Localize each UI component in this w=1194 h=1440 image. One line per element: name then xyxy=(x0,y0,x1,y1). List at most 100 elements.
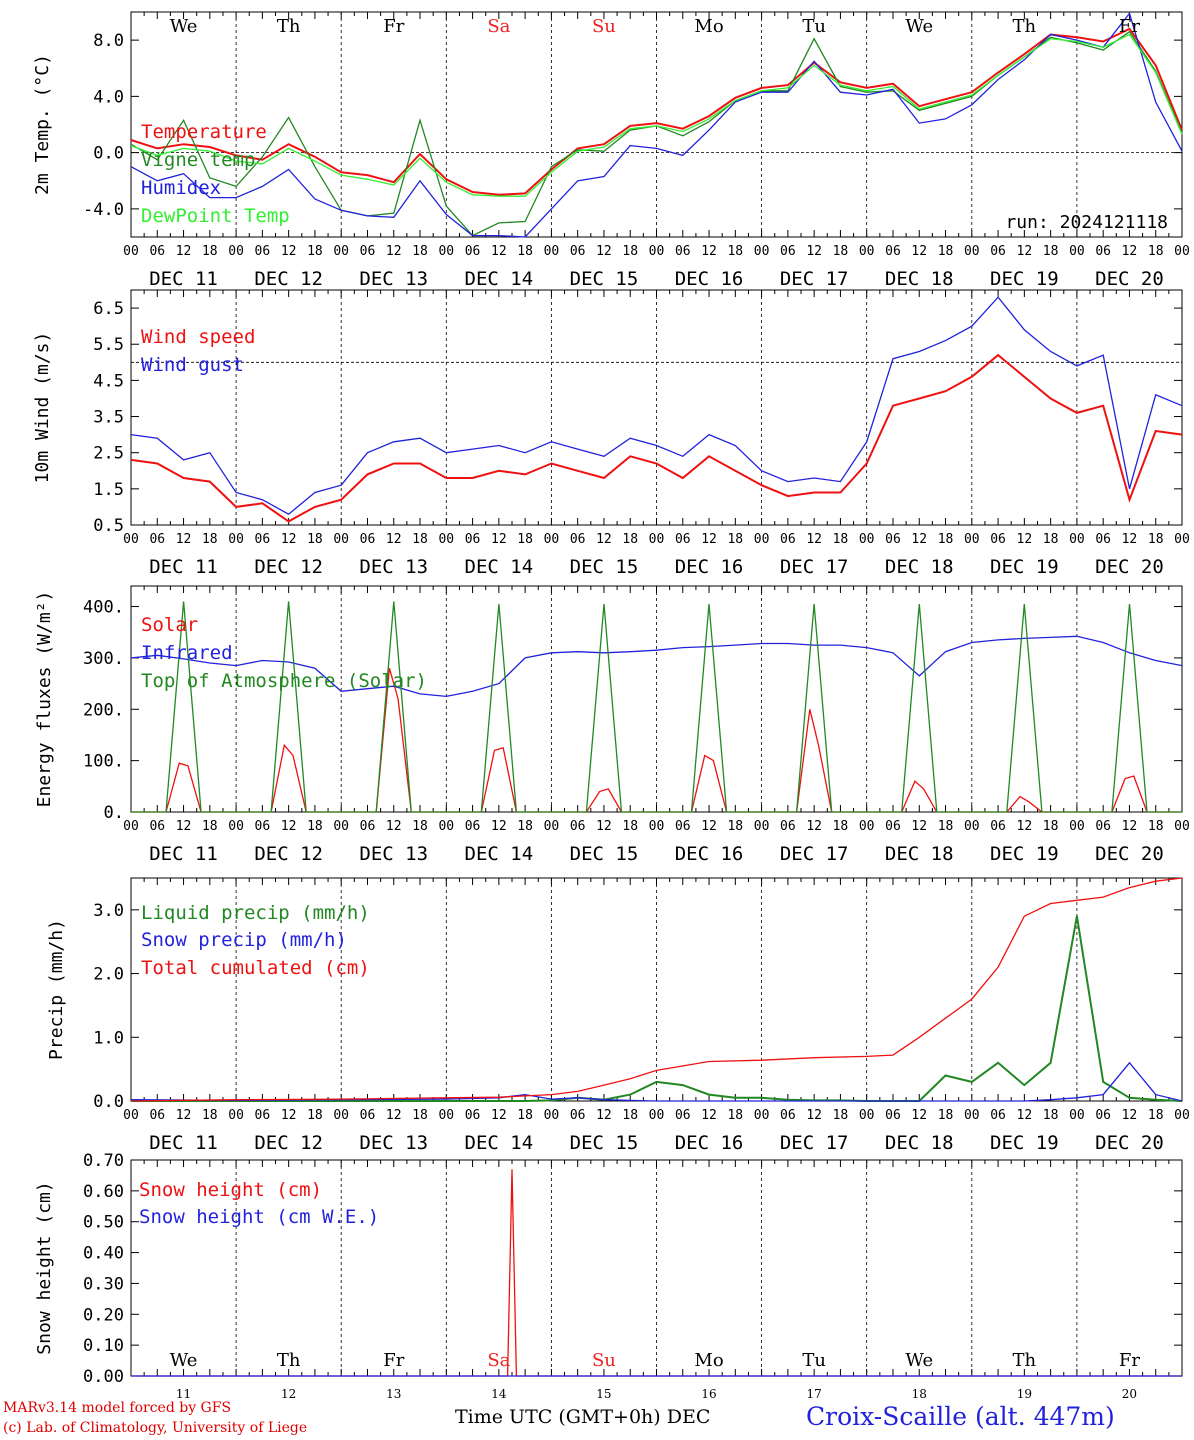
hour-tick-label: 00 xyxy=(123,1108,139,1123)
date-label: DEC 17 xyxy=(780,268,849,290)
hour-tick-label: 18 xyxy=(517,244,533,259)
series-line-snow-precip-mm-h- xyxy=(130,1061,1183,1102)
date-label: DEC 16 xyxy=(675,843,744,865)
hour-tick-label: 06 xyxy=(1095,532,1111,547)
weekday-label: We xyxy=(905,1350,933,1371)
date-label: DEC 19 xyxy=(990,1132,1059,1154)
hour-tick-label: 18 xyxy=(517,1108,533,1123)
legend-entry-total-cumulated-cm-: Total cumulated (cm) xyxy=(141,957,370,979)
hour-tick-label: 06 xyxy=(465,1108,481,1123)
hour-tick-label: 12 xyxy=(701,1108,717,1123)
panel-4-y-axis-label: Snow height (cm) xyxy=(34,1181,55,1354)
hour-tick-label: 06 xyxy=(885,532,901,547)
hour-tick-label: 06 xyxy=(255,532,271,547)
hour-tick-label: 12 xyxy=(1017,532,1033,547)
panel-4-y-tick-label: 0.30 xyxy=(83,1274,124,1294)
hour-tick-label: 00 xyxy=(1069,244,1085,259)
hour-tick-label: 00 xyxy=(649,1108,665,1123)
hour-tick-label: 00 xyxy=(228,1108,244,1123)
hour-tick-label: 12 xyxy=(1122,819,1138,834)
hour-tick-label: 12 xyxy=(386,532,402,547)
panel-2-y-tick-label: 100. xyxy=(83,752,124,772)
date-label: DEC 20 xyxy=(1095,1132,1164,1154)
date-label: DEC 13 xyxy=(359,268,428,290)
hour-tick-label: 12 xyxy=(596,819,612,834)
day-number-label: 13 xyxy=(386,1387,401,1401)
hour-tick-label: 06 xyxy=(570,244,586,259)
hour-tick-label: 18 xyxy=(1043,244,1059,259)
panel-1-y-tick-label: 1.5 xyxy=(93,480,124,500)
series-line-wind-speed xyxy=(130,353,1183,523)
panel-3-y-tick-label: 0.0 xyxy=(93,1092,124,1112)
hour-tick-label: 06 xyxy=(149,532,165,547)
hour-tick-label: 00 xyxy=(544,819,560,834)
hour-tick-label: 00 xyxy=(333,532,349,547)
hour-tick-label: 06 xyxy=(1095,1108,1111,1123)
date-label: DEC 15 xyxy=(570,843,639,865)
date-label: DEC 14 xyxy=(465,843,534,865)
day-number-label: 15 xyxy=(596,1387,611,1401)
date-label: DEC 12 xyxy=(254,556,323,578)
lab-credit: (c) Lab. of Climatology, University of L… xyxy=(3,1420,308,1436)
legend-entry-wind-gust: Wind gust xyxy=(141,354,244,376)
panel-1-y-tick-label: 4.5 xyxy=(93,371,124,391)
hour-tick-label: 06 xyxy=(255,244,271,259)
x-axis-label: Time UTC (GMT+0h) DEC xyxy=(455,1406,711,1428)
date-label: DEC 17 xyxy=(780,556,849,578)
panel-2-y-axis-label: Energy fluxes (W/m²) xyxy=(34,591,55,808)
legend-entry-vigne-temp: Vigne temp xyxy=(141,149,255,171)
panel-4-y-tick-label: 0.20 xyxy=(83,1305,124,1325)
date-label: DEC 18 xyxy=(885,843,954,865)
weekday-label: Su xyxy=(592,16,616,37)
hour-tick-label: 12 xyxy=(911,244,927,259)
date-label: DEC 19 xyxy=(990,556,1059,578)
hour-tick-label: 12 xyxy=(911,1108,927,1123)
hour-tick-label: 06 xyxy=(885,244,901,259)
hour-tick-label: 12 xyxy=(596,532,612,547)
date-label: DEC 12 xyxy=(254,268,323,290)
hour-tick-label: 06 xyxy=(990,1108,1006,1123)
weekday-label: We xyxy=(170,1350,198,1371)
series-line-dewpoint-temp xyxy=(130,33,1183,197)
weekday-label: Fr xyxy=(383,16,404,37)
date-label: DEC 11 xyxy=(149,1132,218,1154)
hour-tick-label: 12 xyxy=(1122,532,1138,547)
date-label: DEC 12 xyxy=(254,1132,323,1154)
weekday-label: Sa xyxy=(487,16,510,37)
hour-tick-label: 18 xyxy=(727,819,743,834)
hour-tick-label: 12 xyxy=(1122,1108,1138,1123)
panel-3-y-tick-label: 3.0 xyxy=(93,901,124,921)
panel-1-y-tick-label: 0.5 xyxy=(93,516,124,536)
date-label: DEC 20 xyxy=(1095,268,1164,290)
hour-tick-label: 06 xyxy=(1095,244,1111,259)
hour-tick-label: 12 xyxy=(281,819,297,834)
hour-tick-label: 18 xyxy=(727,244,743,259)
hour-tick-label: 12 xyxy=(701,532,717,547)
panel-0-y-tick-label: 4.0 xyxy=(93,87,124,107)
hour-tick-label: 06 xyxy=(990,819,1006,834)
hour-tick-label: 00 xyxy=(964,532,980,547)
legend-entry-temperature: Temperature xyxy=(141,121,267,143)
weekday-label: Su xyxy=(592,1350,616,1371)
hour-tick-label: 18 xyxy=(307,1108,323,1123)
weekday-label: Th xyxy=(277,1350,301,1371)
date-label: DEC 14 xyxy=(465,1132,534,1154)
hour-tick-label: 12 xyxy=(176,532,192,547)
panel-3-y-tick-label: 1.0 xyxy=(93,1028,124,1048)
hour-tick-label: 18 xyxy=(622,244,638,259)
hour-tick-label: 18 xyxy=(307,532,323,547)
hour-tick-label: 18 xyxy=(833,1108,849,1123)
date-label: DEC 18 xyxy=(885,556,954,578)
date-label: DEC 19 xyxy=(990,843,1059,865)
panel-0-y-tick-label: -4.0 xyxy=(83,200,124,220)
series-line-liquid-precip-mm-h- xyxy=(131,916,1183,1102)
date-label: DEC 13 xyxy=(359,1132,428,1154)
date-label: DEC 18 xyxy=(885,268,954,290)
day-number-label: 20 xyxy=(1122,1387,1137,1401)
hour-tick-label: 00 xyxy=(228,819,244,834)
series-line-temperature xyxy=(130,27,1183,196)
panel-1-y-tick-label: 5.5 xyxy=(93,335,124,355)
panel-4-y-tick-label: 0.40 xyxy=(83,1244,124,1264)
hour-tick-label: 06 xyxy=(360,244,376,259)
weekday-label: Th xyxy=(1013,16,1037,37)
